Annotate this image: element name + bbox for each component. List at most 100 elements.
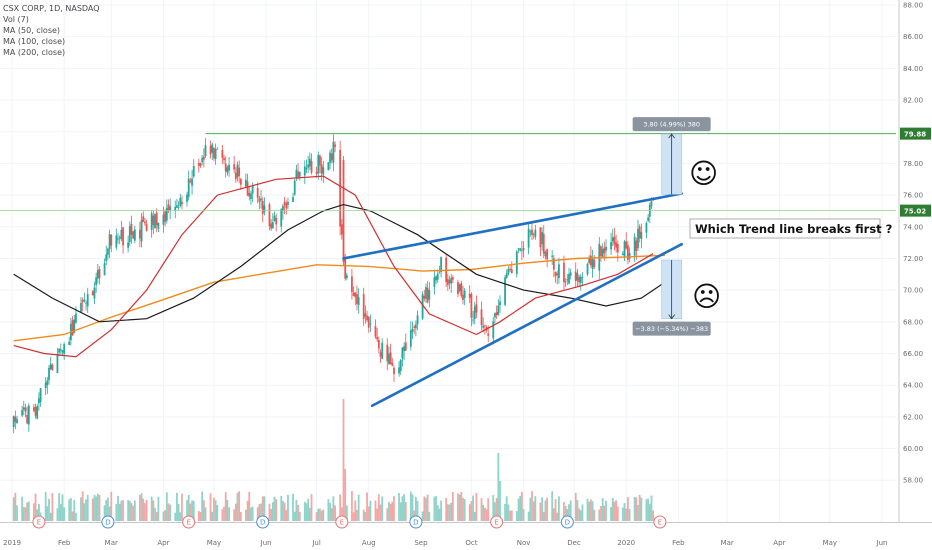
candle-body bbox=[329, 152, 331, 163]
earnings-marker-icon bbox=[335, 515, 349, 529]
candle-body bbox=[209, 145, 212, 155]
candle-body bbox=[519, 248, 522, 251]
candle-body bbox=[120, 229, 123, 240]
volume-bar bbox=[268, 503, 271, 521]
candle-body bbox=[544, 251, 547, 257]
volume-bar bbox=[598, 509, 601, 521]
candle-body bbox=[177, 207, 180, 208]
volume-bar bbox=[310, 494, 313, 521]
volume-bar bbox=[95, 496, 98, 521]
candle-body bbox=[142, 216, 145, 222]
y-tick-label: 68.00 bbox=[903, 318, 923, 326]
candle-body bbox=[181, 201, 183, 205]
candle-body bbox=[250, 193, 252, 199]
volume-bar bbox=[34, 493, 37, 521]
candle-body bbox=[591, 258, 594, 270]
candle-body bbox=[626, 245, 629, 260]
volume-bar bbox=[228, 507, 230, 521]
event-marker-label: E bbox=[494, 519, 498, 527]
volume-bar bbox=[202, 500, 205, 521]
x-tick-label: Aug bbox=[362, 539, 376, 547]
x-tick-label: Nov bbox=[517, 539, 531, 547]
candle-body bbox=[295, 169, 298, 179]
candle-body bbox=[436, 273, 439, 280]
candle-body bbox=[569, 272, 572, 276]
volume-bar bbox=[187, 494, 190, 521]
volume-bar bbox=[46, 506, 49, 521]
volume-bar bbox=[260, 503, 262, 521]
candle-body bbox=[625, 241, 628, 249]
x-tick-label: Jun bbox=[876, 539, 888, 547]
candle-body bbox=[239, 179, 242, 185]
candle-body bbox=[517, 248, 520, 250]
candle-body bbox=[460, 283, 463, 297]
upper-target-label: 3.80 (4.99%) 380 bbox=[643, 121, 700, 129]
x-tick-label: Oct bbox=[465, 539, 477, 547]
candle-body bbox=[391, 362, 394, 366]
volume-bar bbox=[120, 500, 123, 521]
question-box bbox=[689, 218, 881, 239]
candle-body bbox=[263, 205, 266, 212]
candle-body bbox=[388, 353, 390, 364]
volume-bar bbox=[569, 500, 572, 521]
volume-bar bbox=[531, 491, 533, 521]
volume-bar bbox=[287, 494, 289, 521]
volume-bar bbox=[189, 503, 192, 521]
candle-body bbox=[107, 248, 109, 255]
volume-bar bbox=[616, 506, 619, 521]
volume-bar bbox=[144, 503, 146, 521]
volume-bar bbox=[38, 504, 40, 521]
y-tick-label: 74.00 bbox=[903, 223, 923, 231]
candle-body bbox=[238, 167, 241, 176]
volume-bar bbox=[438, 508, 441, 521]
volume-bar bbox=[398, 493, 400, 521]
candle-body bbox=[404, 342, 407, 351]
candle-body bbox=[579, 276, 582, 283]
candle-body bbox=[505, 273, 508, 278]
volume-bar bbox=[107, 497, 109, 521]
volume-bar bbox=[411, 494, 414, 521]
volume-bar bbox=[610, 507, 612, 521]
volume-bar bbox=[428, 511, 431, 521]
volume-bar bbox=[399, 502, 402, 521]
candle-body bbox=[308, 158, 311, 167]
candle-body bbox=[169, 206, 172, 211]
volume-bar bbox=[263, 496, 266, 521]
lower-target-arrowhead bbox=[668, 314, 675, 320]
candle-body bbox=[96, 270, 99, 279]
volume-bar bbox=[110, 491, 113, 521]
volume-bar bbox=[140, 493, 143, 521]
volume-bar bbox=[154, 507, 156, 521]
candle-body bbox=[138, 229, 141, 239]
x-tick-label: 2019 bbox=[3, 539, 21, 547]
candle-body bbox=[613, 236, 616, 245]
candle-body bbox=[473, 306, 476, 319]
volume-bar bbox=[174, 512, 177, 521]
candle-body bbox=[275, 217, 278, 225]
volume-bar bbox=[566, 509, 569, 521]
resistance-price-tag-bg bbox=[900, 127, 931, 140]
volume-bar bbox=[204, 507, 207, 521]
time-axis[interactable]: 2019 Feb Mar Apr May Jun Jul Aug Sep Oct Nov Dec 202… bbox=[0, 522, 932, 548]
candle-body bbox=[588, 257, 591, 264]
y-tick-label: 84.00 bbox=[903, 65, 923, 73]
legend-ma200: MA (200, close) bbox=[3, 48, 66, 57]
volume-bar bbox=[374, 500, 377, 521]
price-axis[interactable]: 58.00 60.00 62.00 64.00 66.00 68.00 70.00 72.00… bbox=[898, 0, 923, 522]
candle-body bbox=[174, 207, 177, 211]
volume-bar bbox=[128, 500, 131, 521]
volume-bar bbox=[329, 502, 331, 521]
volume-bars bbox=[12, 399, 655, 521]
candle-body bbox=[334, 144, 336, 147]
volume-bar bbox=[344, 469, 347, 521]
volume-bar bbox=[458, 494, 461, 521]
candle-body bbox=[426, 287, 429, 303]
candle-body bbox=[128, 226, 131, 242]
x-tick-label: Jul bbox=[311, 539, 321, 547]
legend-ma50: MA (50, close) bbox=[3, 26, 61, 35]
moving-averages bbox=[13, 175, 666, 358]
volume-bar bbox=[292, 493, 294, 521]
candle-body bbox=[421, 294, 424, 319]
candle-body bbox=[319, 155, 321, 166]
